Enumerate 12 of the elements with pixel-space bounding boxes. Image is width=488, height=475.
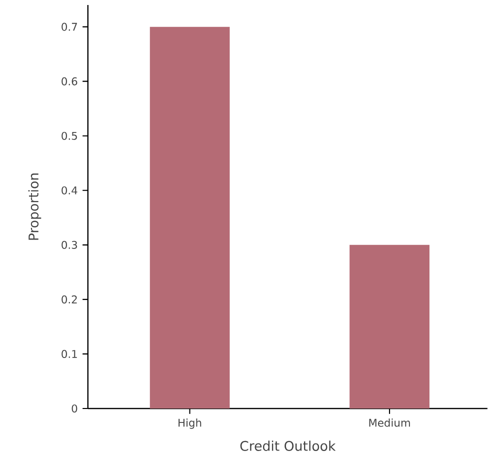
y-axis-title: Proportion bbox=[28, 173, 42, 240]
x-tick-label: Medium bbox=[369, 418, 410, 427]
y-tick-label: 0.5 bbox=[62, 132, 77, 140]
x-tick-label: High bbox=[178, 418, 202, 429]
y-tick-label: 0 bbox=[72, 404, 78, 412]
y-tick-label: 0.1 bbox=[62, 350, 77, 358]
y-tick-label: 0.2 bbox=[62, 295, 77, 304]
y-tick-label: 0.4 bbox=[62, 186, 78, 194]
y-tick-label: 0.3 bbox=[62, 240, 78, 249]
y-tick-label: 0.7 bbox=[62, 22, 77, 31]
y-tick-label: 0.6 bbox=[62, 77, 78, 86]
x-axis-title: Credit Outlook bbox=[240, 440, 336, 451]
